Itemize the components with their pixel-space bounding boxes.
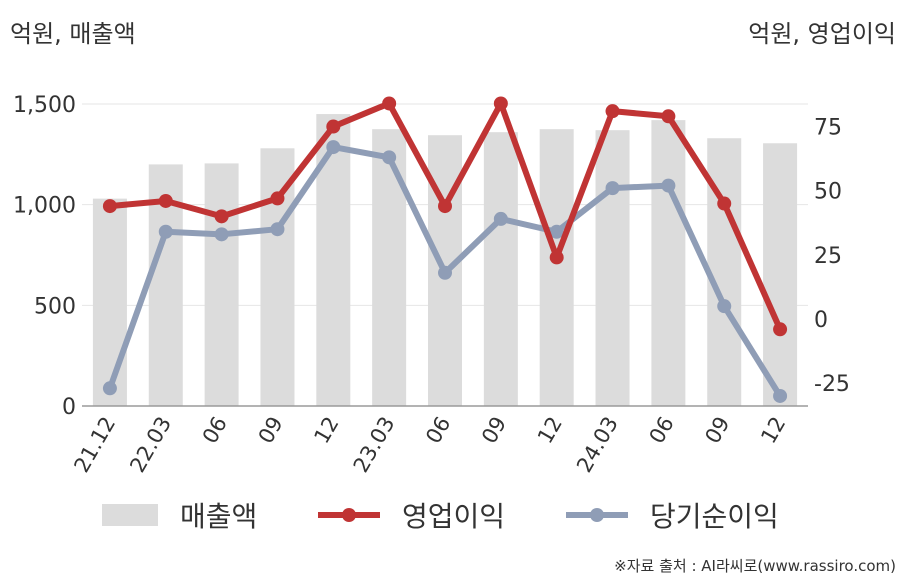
point-operating-profit <box>661 109 676 124</box>
bar-revenue <box>372 129 407 406</box>
point-net-income <box>438 265 452 280</box>
point-operating-profit <box>382 96 397 111</box>
x-tick-label: 12 <box>756 413 790 448</box>
right-tick-label: -25 <box>814 372 850 397</box>
bar-revenue <box>92 198 127 406</box>
legend-label-revenue: 매출액 <box>180 500 258 533</box>
bar-revenue <box>483 132 518 407</box>
point-net-income <box>326 140 341 155</box>
x-tick-label: 06 <box>645 413 679 448</box>
point-operating-profit <box>102 199 117 214</box>
bar-revenue <box>316 114 351 407</box>
x-tick-label: 12 <box>309 413 343 448</box>
point-operating-profit <box>605 104 620 119</box>
point-net-income <box>717 299 732 314</box>
bar-revenue <box>539 129 574 406</box>
x-tick-label: 23.03 <box>349 413 400 477</box>
point-operating-profit <box>493 96 508 111</box>
legend-label-operating: 영업이익 <box>402 500 506 533</box>
point-operating-profit <box>717 196 732 211</box>
x-tick-label: 06 <box>421 413 455 448</box>
point-operating-profit <box>270 191 285 206</box>
legend-item-revenue: 매출액 <box>102 490 257 540</box>
point-operating-profit <box>326 119 341 134</box>
point-net-income <box>605 181 620 196</box>
point-operating-profit <box>773 322 788 337</box>
left-tick-label: 0 <box>62 395 76 420</box>
bar-revenue <box>651 120 686 407</box>
point-operating-profit <box>438 199 452 214</box>
source-credit: ※자료 출처 : AI라씨로(www.rassiro.com) <box>614 557 896 575</box>
right-axis-unit: 억원, 영업이익 <box>748 20 896 48</box>
bar-revenue <box>763 143 798 406</box>
point-net-income <box>270 222 285 237</box>
left-tick-label: 500 <box>34 294 76 319</box>
point-operating-profit <box>549 250 564 265</box>
point-operating-profit <box>158 193 173 208</box>
x-tick-label: 09 <box>700 413 734 448</box>
legend-swatch-revenue <box>102 504 158 526</box>
x-tick-label: 22.03 <box>125 413 176 477</box>
left-tick-label: 1,000 <box>13 194 76 219</box>
right-tick-label: 25 <box>814 244 842 269</box>
point-net-income <box>493 211 508 226</box>
point-net-income <box>773 388 788 403</box>
x-tick-label: 06 <box>198 413 232 448</box>
x-tick-label: 09 <box>254 413 288 448</box>
legend-swatch-operating <box>318 504 380 526</box>
legend-swatch-net <box>566 504 628 526</box>
left-tick-label: 1,500 <box>13 93 76 118</box>
right-tick-label: 0 <box>814 308 828 333</box>
x-tick-label: 24.03 <box>572 413 623 477</box>
point-operating-profit <box>214 209 229 224</box>
point-net-income <box>158 224 173 239</box>
point-net-income <box>661 178 676 193</box>
right-tick-label: 50 <box>814 180 842 205</box>
point-net-income <box>549 224 564 239</box>
x-tick-label: 21.12 <box>69 413 120 477</box>
bar-revenue <box>595 130 630 406</box>
point-net-income <box>382 150 397 165</box>
legend-item-net: 당기순이익 <box>566 490 779 540</box>
x-tick-label: 09 <box>477 413 511 448</box>
right-tick-label: 75 <box>814 116 842 141</box>
legend: 매출액 영업이익 당기순이익 <box>0 490 908 540</box>
point-net-income <box>102 381 117 396</box>
x-tick-label: 12 <box>533 413 567 448</box>
left-axis-unit: 억원, 매출액 <box>10 20 136 48</box>
legend-item-operating: 영업이익 <box>318 490 505 540</box>
combo-chart: 0 500 1,000 1,500 -25 0 25 50 75 21.12 22.03 06 09 12… <box>13 93 850 477</box>
bar-revenue <box>260 148 295 406</box>
legend-label-net: 당기순이익 <box>650 500 779 533</box>
bar-revenue <box>204 163 239 406</box>
point-net-income <box>214 227 229 242</box>
bar-revenue <box>707 138 742 406</box>
